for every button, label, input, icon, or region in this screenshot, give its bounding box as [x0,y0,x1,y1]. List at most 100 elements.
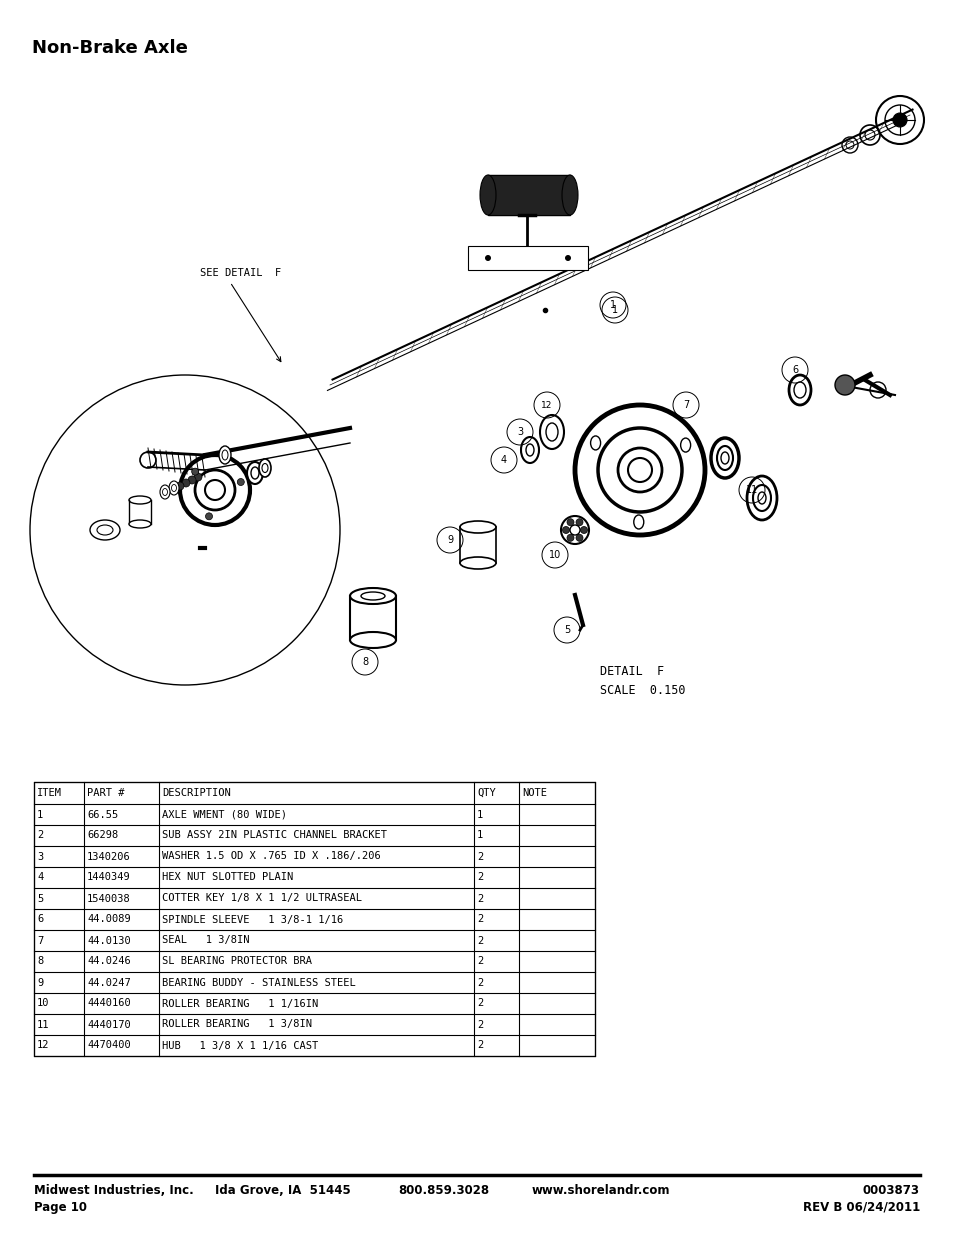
Circle shape [193,473,202,480]
Ellipse shape [752,485,770,511]
Text: ROLLER BEARING   1 1/16IN: ROLLER BEARING 1 1/16IN [162,999,318,1009]
Ellipse shape [561,175,578,215]
Text: HUB   1 3/8 X 1 1/16 CAST: HUB 1 3/8 X 1 1/16 CAST [162,1041,318,1051]
Text: 1540038: 1540038 [87,893,131,904]
Circle shape [175,482,184,490]
Text: DESCRIPTION: DESCRIPTION [162,788,231,798]
Text: 1440349: 1440349 [87,872,131,883]
Text: 10: 10 [548,550,560,559]
Ellipse shape [710,438,739,478]
Text: 2: 2 [476,1020,483,1030]
Text: 44.0247: 44.0247 [87,977,131,988]
Text: 5: 5 [563,625,570,635]
Text: ROLLER BEARING   1 3/8IN: ROLLER BEARING 1 3/8IN [162,1020,312,1030]
Text: 1: 1 [476,809,483,820]
Circle shape [484,254,491,261]
Text: 44.0246: 44.0246 [87,956,131,967]
Circle shape [576,535,582,541]
Text: 8: 8 [361,657,368,667]
Text: 800.859.3028: 800.859.3028 [397,1183,489,1197]
Circle shape [579,526,587,534]
Text: 4470400: 4470400 [87,1041,131,1051]
Ellipse shape [525,445,534,456]
Text: HEX NUT SLOTTED PLAIN: HEX NUT SLOTTED PLAIN [162,872,293,883]
Text: 0003873: 0003873 [862,1183,919,1197]
Circle shape [576,519,582,526]
Text: SEE DETAIL  F: SEE DETAIL F [200,268,281,278]
Ellipse shape [219,446,231,464]
Circle shape [892,112,906,127]
Circle shape [192,468,198,475]
Ellipse shape [758,492,765,504]
Text: 9: 9 [446,535,453,545]
Text: QTY: QTY [476,788,496,798]
Ellipse shape [793,382,805,398]
Ellipse shape [251,467,258,479]
Text: Page 10: Page 10 [34,1200,87,1214]
Circle shape [188,475,195,484]
Text: 1: 1 [609,300,616,310]
Ellipse shape [97,525,112,535]
Ellipse shape [172,484,176,492]
Text: 2: 2 [476,1041,483,1051]
Circle shape [562,526,569,534]
Text: 2: 2 [476,893,483,904]
Text: BEARING BUDDY - STAINLESS STEEL: BEARING BUDDY - STAINLESS STEEL [162,977,355,988]
Ellipse shape [169,480,179,495]
Text: 2: 2 [476,977,483,988]
Ellipse shape [479,175,496,215]
Circle shape [566,519,574,526]
Ellipse shape [258,459,271,477]
Text: SUB ASSY 2IN PLASTIC CHANNEL BRACKET: SUB ASSY 2IN PLASTIC CHANNEL BRACKET [162,830,387,841]
Text: AXLE WMENT (80 WIDE): AXLE WMENT (80 WIDE) [162,809,287,820]
Text: 1: 1 [476,830,483,841]
Text: 1: 1 [37,809,43,820]
Text: 6: 6 [37,914,43,925]
Text: Non-Brake Axle: Non-Brake Axle [32,40,188,57]
Ellipse shape [360,592,385,600]
Text: NOTE: NOTE [521,788,546,798]
Text: 12: 12 [540,400,552,410]
Ellipse shape [247,462,263,484]
Ellipse shape [679,438,690,452]
Ellipse shape [720,452,728,464]
Text: 4440160: 4440160 [87,999,131,1009]
Ellipse shape [90,520,120,540]
Text: 2: 2 [476,956,483,967]
Text: 4440170: 4440170 [87,1020,131,1030]
Text: 66298: 66298 [87,830,118,841]
Text: REV B 06/24/2011: REV B 06/24/2011 [801,1200,919,1214]
Text: 66.55: 66.55 [87,809,118,820]
Circle shape [834,375,854,395]
Text: Midwest Industries, Inc.: Midwest Industries, Inc. [34,1183,193,1197]
Text: 4: 4 [500,454,507,466]
Text: 3: 3 [517,427,522,437]
Text: 2: 2 [476,999,483,1009]
Text: 3: 3 [37,851,43,862]
Ellipse shape [633,515,643,529]
Text: Ida Grove, IA  51445: Ida Grove, IA 51445 [214,1183,351,1197]
Ellipse shape [160,485,170,499]
Ellipse shape [539,415,563,450]
Text: 2: 2 [37,830,43,841]
Circle shape [237,478,244,485]
Ellipse shape [590,436,600,450]
Text: www.shorelandr.com: www.shorelandr.com [532,1183,670,1197]
Text: 10: 10 [37,999,50,1009]
Text: 7: 7 [682,400,688,410]
Text: WASHER 1.5 OD X .765 ID X .186/.206: WASHER 1.5 OD X .765 ID X .186/.206 [162,851,380,862]
Text: 11: 11 [745,485,758,495]
Text: DETAIL  F
SCALE  0.150: DETAIL F SCALE 0.150 [599,664,685,697]
Text: 9: 9 [37,977,43,988]
Circle shape [564,254,571,261]
Text: 8: 8 [37,956,43,967]
Text: 11: 11 [37,1020,50,1030]
Ellipse shape [746,475,776,520]
Circle shape [566,535,574,541]
Ellipse shape [350,632,395,648]
Circle shape [182,479,190,487]
Ellipse shape [545,424,558,441]
Text: SL BEARING PROTECTOR BRA: SL BEARING PROTECTOR BRA [162,956,312,967]
Text: 1: 1 [611,305,618,315]
Text: 2: 2 [476,914,483,925]
